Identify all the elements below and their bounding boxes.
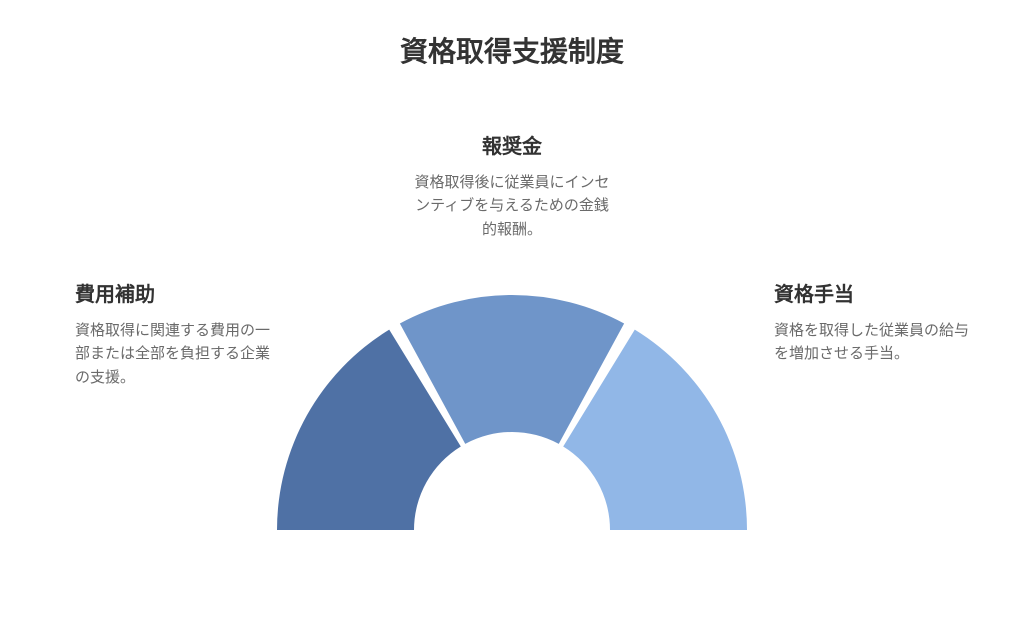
label-right: 資格手当 資格を取得した従業員の給与を増加させる手当。 [774,278,974,366]
semi-donut-chart [277,295,747,539]
label-center-title: 報奨金 [412,130,612,159]
label-left: 費用補助 資格取得に関連する費用の一部または全部を負担する企業の支援。 [75,278,275,389]
label-left-desc: 資格取得に関連する費用の一部または全部を負担する企業の支援。 [75,319,275,389]
label-center: 報奨金 資格取得後に従業員にインセンティブを与えるための金銭的報酬。 [412,130,612,241]
label-left-title: 費用補助 [75,278,275,307]
label-right-title: 資格手当 [774,278,974,307]
donut-svg [277,295,747,534]
page-title: 資格取得支援制度 [0,30,1024,70]
label-right-desc: 資格を取得した従業員の給与を増加させる手当。 [774,319,974,366]
label-center-desc: 資格取得後に従業員にインセンティブを与えるための金銭的報酬。 [412,171,612,241]
